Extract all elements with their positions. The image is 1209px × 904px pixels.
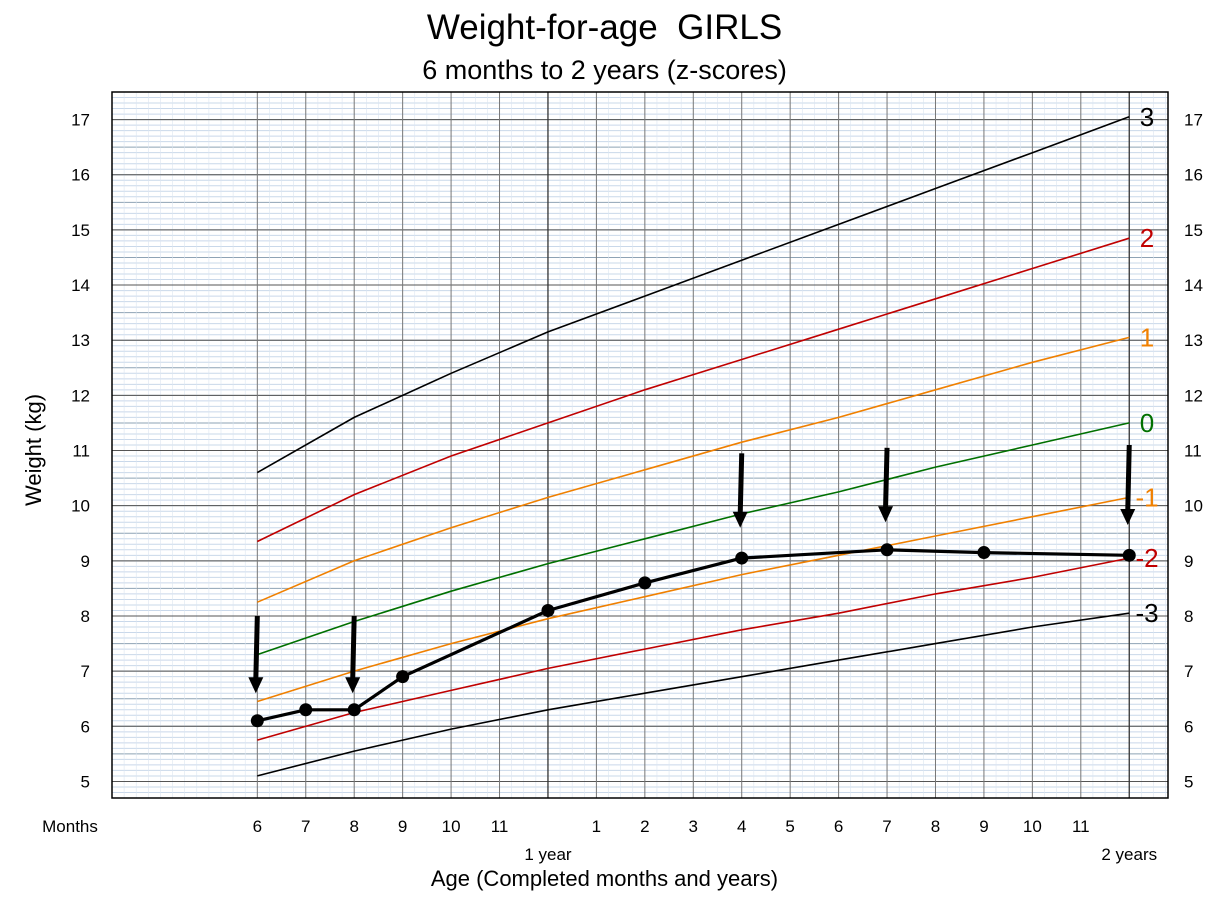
weight-point	[638, 576, 652, 590]
y-tick-label-left: 6	[81, 717, 90, 736]
y-tick-label-right: 12	[1184, 386, 1203, 405]
z-score-curve-1	[256, 336, 1130, 603]
y-tick-label-left: 14	[71, 276, 90, 295]
weight-point	[299, 703, 313, 717]
z-score-label: 2	[1140, 223, 1154, 253]
z-score-label: 1	[1140, 322, 1154, 352]
z-score-label: 0	[1140, 408, 1154, 438]
z-score-curve-3	[256, 116, 1130, 474]
weight-point	[1122, 548, 1136, 562]
arrow-head	[732, 511, 748, 528]
y-tick-label-right: 15	[1184, 221, 1203, 240]
y-tick-label-right: 16	[1184, 166, 1203, 185]
x-tick-label: 2	[640, 817, 649, 836]
z-score-label: -1	[1135, 482, 1158, 512]
y-tick-label-left: 9	[81, 552, 90, 571]
arrow-shaft	[350, 615, 357, 680]
y-tick-label-right: 6	[1184, 717, 1193, 736]
x-tick-label: 5	[785, 817, 794, 836]
x-tick-label: 10	[1023, 817, 1042, 836]
z-score-curve-0	[257, 422, 1130, 656]
z-score-curve-2	[256, 237, 1130, 543]
y-tick-label-right: 14	[1184, 276, 1203, 295]
plot-frame	[111, 91, 1169, 799]
x-tick-label: 10	[442, 817, 461, 836]
weight-point	[735, 551, 749, 565]
y-tick-label-right: 5	[1184, 772, 1193, 791]
x-tick-label: 7	[882, 817, 891, 836]
x-tick-label: 9	[979, 817, 988, 836]
weight-point	[880, 543, 894, 557]
chart-subtitle: 6 months to 2 years (z-scores)	[422, 55, 787, 85]
x-tick-label: 8	[931, 817, 940, 836]
z-score-curve--2	[257, 557, 1130, 741]
y-tick-label-left: 8	[81, 607, 90, 626]
y-tick-label-right: 11	[1184, 442, 1202, 461]
y-tick-label-left: 5	[81, 772, 90, 791]
z-score-label: -2	[1135, 543, 1158, 573]
weight-point	[977, 546, 991, 560]
y-tick-label-left: 10	[71, 497, 90, 516]
weight-point	[396, 670, 410, 684]
x-tick-label: 6	[253, 817, 262, 836]
y-tick-label-left: 12	[71, 386, 90, 405]
weight-point	[347, 703, 361, 717]
arrow-shaft	[883, 447, 890, 509]
y-tick-label-right: 9	[1184, 552, 1193, 571]
x-axis-prefix: Months	[42, 817, 98, 836]
arrow-shaft	[1125, 444, 1132, 512]
y-tick-label-right: 17	[1184, 111, 1203, 130]
weight-series-line	[256, 548, 1130, 723]
arrow-shaft	[253, 615, 260, 680]
x-tick-label: 4	[737, 817, 746, 836]
y-tick-label-right: 13	[1184, 331, 1203, 350]
arrow-head	[345, 677, 361, 694]
chart-title: Weight-for-age GIRLS	[426, 8, 783, 47]
x-tick-label: 11	[491, 817, 509, 836]
y-tick-label-left: 15	[71, 221, 90, 240]
arrow-head	[1120, 508, 1136, 525]
x-year-label: 2 years	[1101, 845, 1157, 864]
y-tick-label-right: 8	[1184, 607, 1193, 626]
z-score-curve--3	[257, 612, 1130, 777]
x-axis-label: Age (Completed months and years)	[430, 866, 779, 891]
arrow-shaft	[737, 453, 745, 514]
x-tick-label: 11	[1072, 817, 1090, 836]
z-score-label: 3	[1140, 102, 1154, 132]
y-tick-label-left: 16	[71, 166, 90, 185]
y-tick-label-left: 7	[81, 662, 90, 681]
x-year-label: 1 year	[524, 845, 572, 864]
weight-point	[250, 714, 264, 728]
z-score-curve--1	[257, 496, 1130, 703]
x-tick-label: 1	[592, 817, 601, 836]
y-tick-label-left: 11	[72, 442, 90, 461]
z-score-label: -3	[1135, 598, 1158, 628]
x-tick-label: 6	[834, 817, 843, 836]
y-tick-label-right: 10	[1184, 497, 1203, 516]
y-tick-label-left: 13	[71, 331, 90, 350]
y-tick-label-left: 17	[71, 111, 90, 130]
x-tick-label: 8	[349, 817, 358, 836]
x-tick-label: 3	[689, 817, 698, 836]
weight-point	[541, 603, 555, 617]
arrow-head	[248, 677, 264, 694]
arrow-head	[878, 506, 894, 523]
x-tick-label: 7	[301, 817, 310, 836]
y-tick-label-right: 7	[1184, 662, 1193, 681]
x-tick-label: 9	[398, 817, 407, 836]
